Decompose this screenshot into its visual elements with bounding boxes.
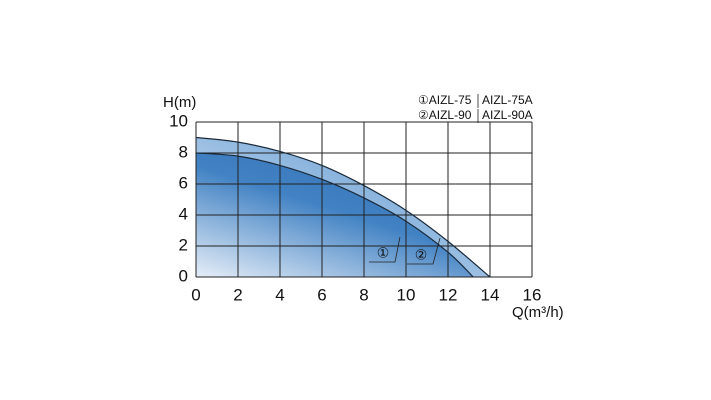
curve-marker: ② <box>415 247 428 263</box>
leader-line <box>369 236 401 263</box>
legend-entry: ②AIZL-90 <box>418 108 472 122</box>
y-tick-label: 2 <box>179 235 188 254</box>
y-axis-label: H(m) <box>163 94 196 111</box>
x-tick-label: 14 <box>481 285 500 304</box>
x-tick-label: 4 <box>275 285 284 304</box>
y-tick-label: 4 <box>179 204 188 223</box>
leader-line <box>407 237 441 265</box>
curve-marker: ① <box>377 245 390 261</box>
y-tick-label: 6 <box>179 173 188 192</box>
x-tick-label: 8 <box>359 285 368 304</box>
x-tick-label: 2 <box>233 285 242 304</box>
x-tick-label: 16 <box>523 285 542 304</box>
legend-entry-alt: AIZL-75A <box>482 93 533 107</box>
y-tick-label: 8 <box>179 142 188 161</box>
y-tick-label: 0 <box>179 266 188 285</box>
curve <box>195 136 491 278</box>
legend-entry-alt: AIZL-90A <box>482 108 533 122</box>
x-axis-label: Q(m³/h) <box>512 304 564 321</box>
x-tick-label: 10 <box>397 285 416 304</box>
curve <box>195 152 474 278</box>
x-tick-label: 12 <box>439 285 458 304</box>
x-tick-label: 6 <box>317 285 326 304</box>
y-tick-label: 10 <box>169 111 188 130</box>
legend-entry: ①AIZL-75 <box>418 93 472 107</box>
x-tick-label: 0 <box>191 285 200 304</box>
